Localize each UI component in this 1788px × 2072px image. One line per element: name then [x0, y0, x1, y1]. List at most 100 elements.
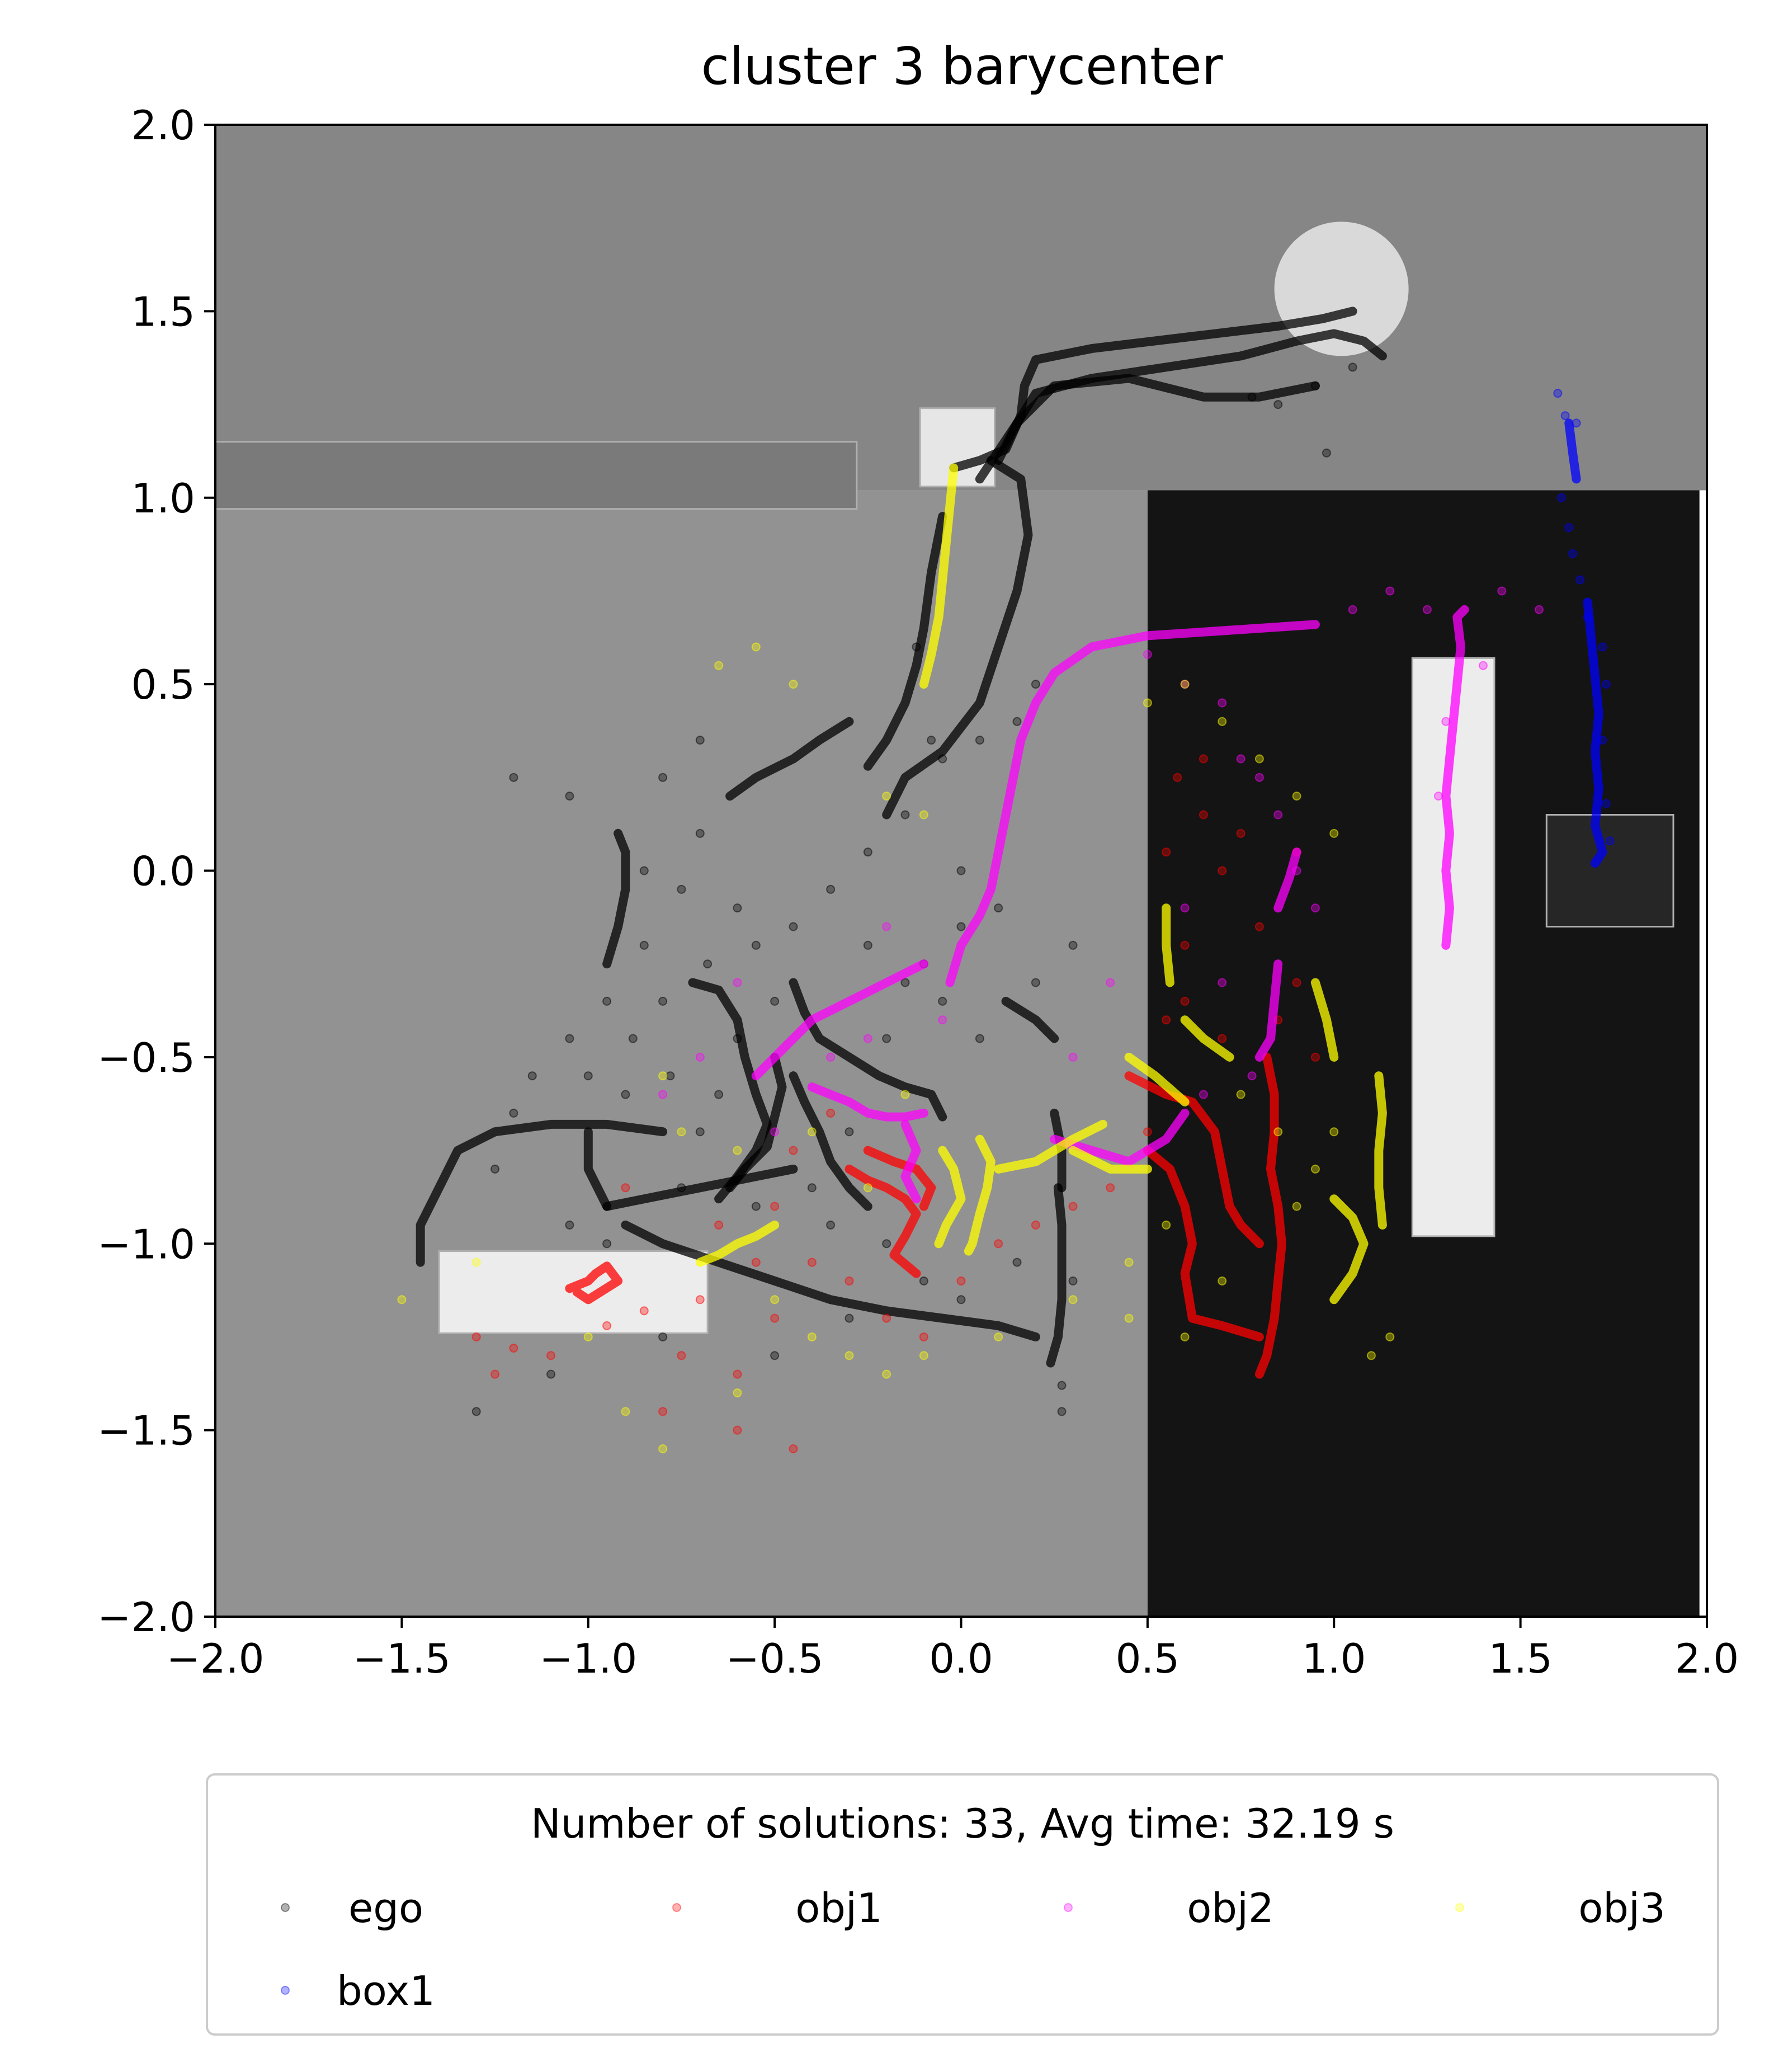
- x-tick-label-4: 0.0: [929, 1635, 993, 1682]
- ego-point-50: [714, 1090, 724, 1099]
- dark-box: [1545, 813, 1674, 928]
- y-tick-label-4: 0.0: [131, 848, 195, 895]
- legend-title: Number of solutions: 33, Avg time: 32.19…: [531, 1800, 1394, 1847]
- obj3-trajectory-8: [1124, 1052, 1190, 1106]
- obj2-point-10: [1422, 605, 1432, 614]
- obj3-point-23: [1180, 1332, 1190, 1341]
- obj2-point-24: [1068, 1052, 1078, 1062]
- obj1-trajectory-2: [1254, 1052, 1286, 1379]
- x-tick-label-8: 2.0: [1675, 1635, 1739, 1682]
- obj3-point-3: [621, 1407, 630, 1416]
- obj3-point-4: [658, 1444, 668, 1453]
- ego-point-65: [1031, 978, 1040, 987]
- series-box1: [1553, 389, 1615, 868]
- obj1-point-11: [919, 1332, 928, 1341]
- ego-point-60: [1348, 362, 1357, 372]
- obj3-point-35: [1236, 1090, 1246, 1099]
- obj1-point-38: [826, 1108, 836, 1118]
- ego-trajectory-3: [863, 512, 947, 771]
- obj1-trajectory-1: [845, 1164, 921, 1278]
- obj1-point-39: [1180, 996, 1190, 1006]
- box1-point-5: [1568, 549, 1577, 558]
- obj3-point-41: [900, 1090, 910, 1099]
- ego-point-66: [807, 1183, 817, 1193]
- obj2-point-26: [1180, 903, 1190, 913]
- ego-point-18: [863, 847, 872, 857]
- obj3-point-37: [1310, 1164, 1320, 1174]
- ego-trajectory-1: [882, 456, 1033, 820]
- box1-point-1: [1560, 411, 1570, 421]
- obj2-trajectory-1: [1441, 605, 1469, 950]
- y-tick-label-6: 1.0: [131, 475, 195, 522]
- ego-point-68: [695, 1127, 705, 1137]
- ego-point-41: [770, 1351, 780, 1360]
- obj2-point-23: [938, 1015, 947, 1025]
- obj1-point-31: [751, 1258, 761, 1267]
- obj1-point-22: [1199, 810, 1208, 820]
- ego-point-44: [956, 922, 966, 931]
- series-obj3: [397, 463, 1395, 1453]
- ego-point-55: [602, 1239, 612, 1249]
- obj3-point-0: [397, 1295, 407, 1305]
- obj3-trajectory-6: [1329, 1194, 1369, 1305]
- obj3-point-15: [1180, 680, 1190, 689]
- legend-entries: ego obj1 obj2 obj3 box1: [281, 1885, 1666, 2014]
- y-tick-label-2: −1.0: [97, 1221, 195, 1268]
- obj2-trajectory-2: [807, 1082, 928, 1122]
- ego-point-14: [703, 959, 713, 969]
- ego-trajectory-17: [621, 1220, 1040, 1341]
- ego-point-63: [927, 736, 936, 745]
- legend-label-box1: box1: [337, 1967, 435, 2014]
- ego-point-21: [975, 736, 984, 745]
- ego-point-2: [658, 773, 668, 782]
- legend-label-obj1: obj1: [795, 1885, 883, 1932]
- obj3-point-25: [1385, 1332, 1395, 1341]
- box1-point-10: [1598, 736, 1607, 745]
- obj2-point-18: [658, 1090, 668, 1099]
- obj1-point-1: [509, 1343, 518, 1353]
- obj2-trajectory-7: [1050, 1108, 1190, 1166]
- ego-trajectory-6: [416, 1119, 668, 1267]
- obj1-point-15: [1068, 1202, 1078, 1211]
- obj1-point-26: [1310, 1052, 1320, 1062]
- ego-point-1: [565, 792, 574, 801]
- ego-point-32: [919, 1276, 928, 1285]
- obj2-point-17: [695, 1052, 705, 1062]
- obj1-point-20: [1218, 866, 1227, 875]
- obj1-point-4: [639, 1306, 649, 1316]
- obj3-point-26: [751, 642, 761, 652]
- obj3-point-13: [1124, 1313, 1134, 1323]
- legend: Number of solutions: 33, Avg time: 32.19…: [206, 1773, 1719, 2036]
- ego-point-22: [1012, 717, 1022, 726]
- obj1-point-7: [770, 1313, 780, 1323]
- ego-point-39: [546, 1369, 556, 1379]
- obj1-point-24: [1254, 922, 1264, 931]
- obj1-point-12: [956, 1276, 966, 1285]
- obj3-point-36: [1273, 1127, 1283, 1137]
- obj1-point-33: [658, 1407, 668, 1416]
- ego-point-12: [628, 1034, 638, 1043]
- obj1-point-21: [1236, 828, 1246, 838]
- obj3-point-39: [1124, 1258, 1134, 1267]
- y-tick-label-3: −0.5: [97, 1034, 195, 1081]
- obj3-trajectory-11: [1068, 1146, 1152, 1174]
- legend-label-ego: ego: [348, 1885, 423, 1932]
- obj3-point-17: [1254, 754, 1264, 764]
- obj2-point-6: [1292, 866, 1301, 875]
- ego-trajectory-9: [602, 1164, 798, 1211]
- ego-point-10: [509, 1108, 518, 1118]
- obj2-trajectory-6: [1273, 847, 1301, 913]
- ego-point-3: [695, 828, 705, 838]
- obj1-point-28: [789, 1146, 798, 1155]
- obj3-point-20: [1329, 1127, 1339, 1137]
- ego-point-53: [695, 736, 705, 745]
- obj1-trajectory-5: [863, 1146, 936, 1211]
- y-tick-label-1: −1.5: [97, 1407, 195, 1454]
- obj3-point-30: [919, 810, 928, 820]
- obj3-point-18: [1292, 792, 1301, 801]
- chart-title: cluster 3 barycenter: [701, 36, 1223, 96]
- obj2-point-14: [1441, 717, 1451, 726]
- obj3-point-8: [845, 1351, 854, 1360]
- obj3-point-31: [658, 1071, 668, 1081]
- obj2-point-11: [1497, 586, 1507, 596]
